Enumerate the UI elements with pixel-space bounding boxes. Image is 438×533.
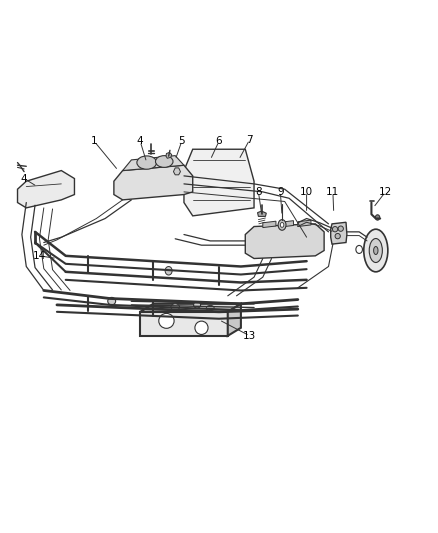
Polygon shape	[166, 152, 172, 158]
Ellipse shape	[194, 302, 201, 308]
Ellipse shape	[374, 246, 378, 255]
Text: 9: 9	[277, 187, 284, 197]
Polygon shape	[140, 304, 241, 312]
Polygon shape	[114, 165, 193, 200]
Text: 4: 4	[137, 136, 144, 146]
Polygon shape	[184, 149, 254, 216]
Ellipse shape	[171, 304, 180, 310]
Ellipse shape	[159, 313, 174, 328]
Polygon shape	[331, 222, 347, 244]
Polygon shape	[18, 171, 74, 208]
Text: 5: 5	[178, 136, 185, 146]
Text: 4: 4	[21, 174, 28, 183]
Polygon shape	[123, 156, 184, 171]
Text: 14: 14	[33, 251, 46, 261]
Ellipse shape	[280, 223, 284, 228]
Text: 1: 1	[91, 136, 98, 146]
Ellipse shape	[108, 297, 116, 305]
Polygon shape	[298, 220, 311, 227]
Polygon shape	[140, 312, 228, 336]
Polygon shape	[228, 304, 241, 336]
Polygon shape	[258, 211, 266, 216]
Ellipse shape	[278, 220, 286, 230]
Text: 11: 11	[326, 187, 339, 197]
Ellipse shape	[338, 226, 343, 231]
Ellipse shape	[137, 156, 157, 169]
Text: 7: 7	[246, 135, 253, 144]
Ellipse shape	[206, 305, 214, 311]
Text: 13: 13	[243, 331, 256, 341]
Ellipse shape	[364, 229, 388, 272]
Text: 8: 8	[255, 187, 262, 197]
Ellipse shape	[332, 227, 338, 232]
Text: 10: 10	[300, 187, 313, 197]
Polygon shape	[280, 221, 293, 227]
Ellipse shape	[195, 321, 208, 335]
Polygon shape	[263, 221, 276, 228]
Ellipse shape	[335, 233, 340, 239]
Ellipse shape	[375, 215, 380, 220]
Ellipse shape	[369, 239, 382, 263]
Polygon shape	[173, 168, 180, 175]
Text: 12: 12	[379, 187, 392, 197]
Ellipse shape	[155, 156, 173, 167]
Polygon shape	[245, 224, 324, 259]
Ellipse shape	[165, 266, 172, 275]
Text: 6: 6	[215, 136, 223, 146]
